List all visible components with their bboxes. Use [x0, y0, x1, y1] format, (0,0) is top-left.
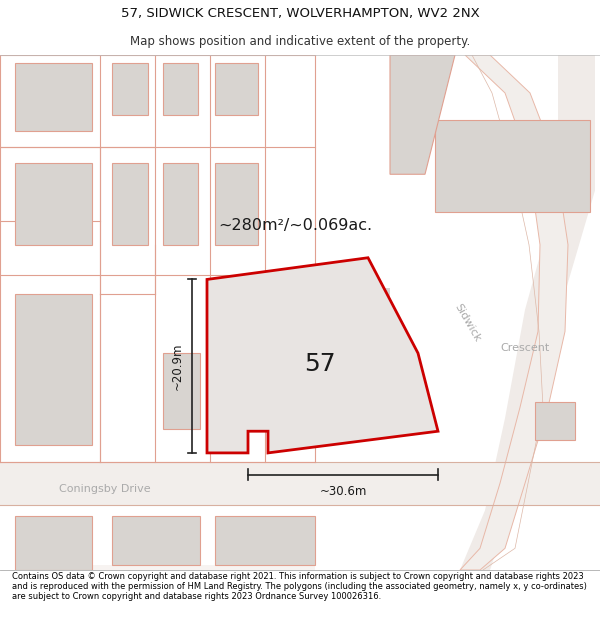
- Polygon shape: [112, 163, 148, 245]
- Text: ~280m²/~0.069ac.: ~280m²/~0.069ac.: [218, 217, 372, 232]
- Polygon shape: [215, 516, 315, 564]
- Polygon shape: [535, 402, 575, 440]
- Polygon shape: [215, 62, 258, 114]
- Text: Sidwick: Sidwick: [452, 302, 482, 344]
- Polygon shape: [15, 294, 92, 446]
- Polygon shape: [163, 62, 198, 114]
- Polygon shape: [460, 55, 595, 570]
- Polygon shape: [220, 288, 390, 412]
- Text: Coningsby Drive: Coningsby Drive: [59, 484, 151, 494]
- Polygon shape: [215, 353, 258, 429]
- Text: Crescent: Crescent: [500, 342, 549, 352]
- Polygon shape: [215, 163, 258, 245]
- Polygon shape: [0, 462, 600, 505]
- Polygon shape: [163, 353, 200, 429]
- Text: ~20.9m: ~20.9m: [170, 342, 184, 390]
- Polygon shape: [435, 120, 590, 212]
- Polygon shape: [112, 62, 148, 114]
- Text: 57: 57: [304, 352, 336, 376]
- Polygon shape: [112, 516, 200, 564]
- Polygon shape: [390, 55, 455, 174]
- Polygon shape: [207, 258, 438, 453]
- Polygon shape: [15, 163, 92, 245]
- Polygon shape: [15, 516, 92, 570]
- Text: Contains OS data © Crown copyright and database right 2021. This information is : Contains OS data © Crown copyright and d…: [12, 572, 587, 601]
- Text: 57, SIDWICK CRESCENT, WOLVERHAMPTON, WV2 2NX: 57, SIDWICK CRESCENT, WOLVERHAMPTON, WV2…: [121, 8, 479, 20]
- Text: Map shows position and indicative extent of the property.: Map shows position and indicative extent…: [130, 35, 470, 48]
- Polygon shape: [163, 163, 198, 245]
- Polygon shape: [460, 55, 568, 570]
- Text: ~30.6m: ~30.6m: [319, 486, 367, 498]
- Polygon shape: [15, 564, 315, 570]
- Polygon shape: [15, 62, 92, 131]
